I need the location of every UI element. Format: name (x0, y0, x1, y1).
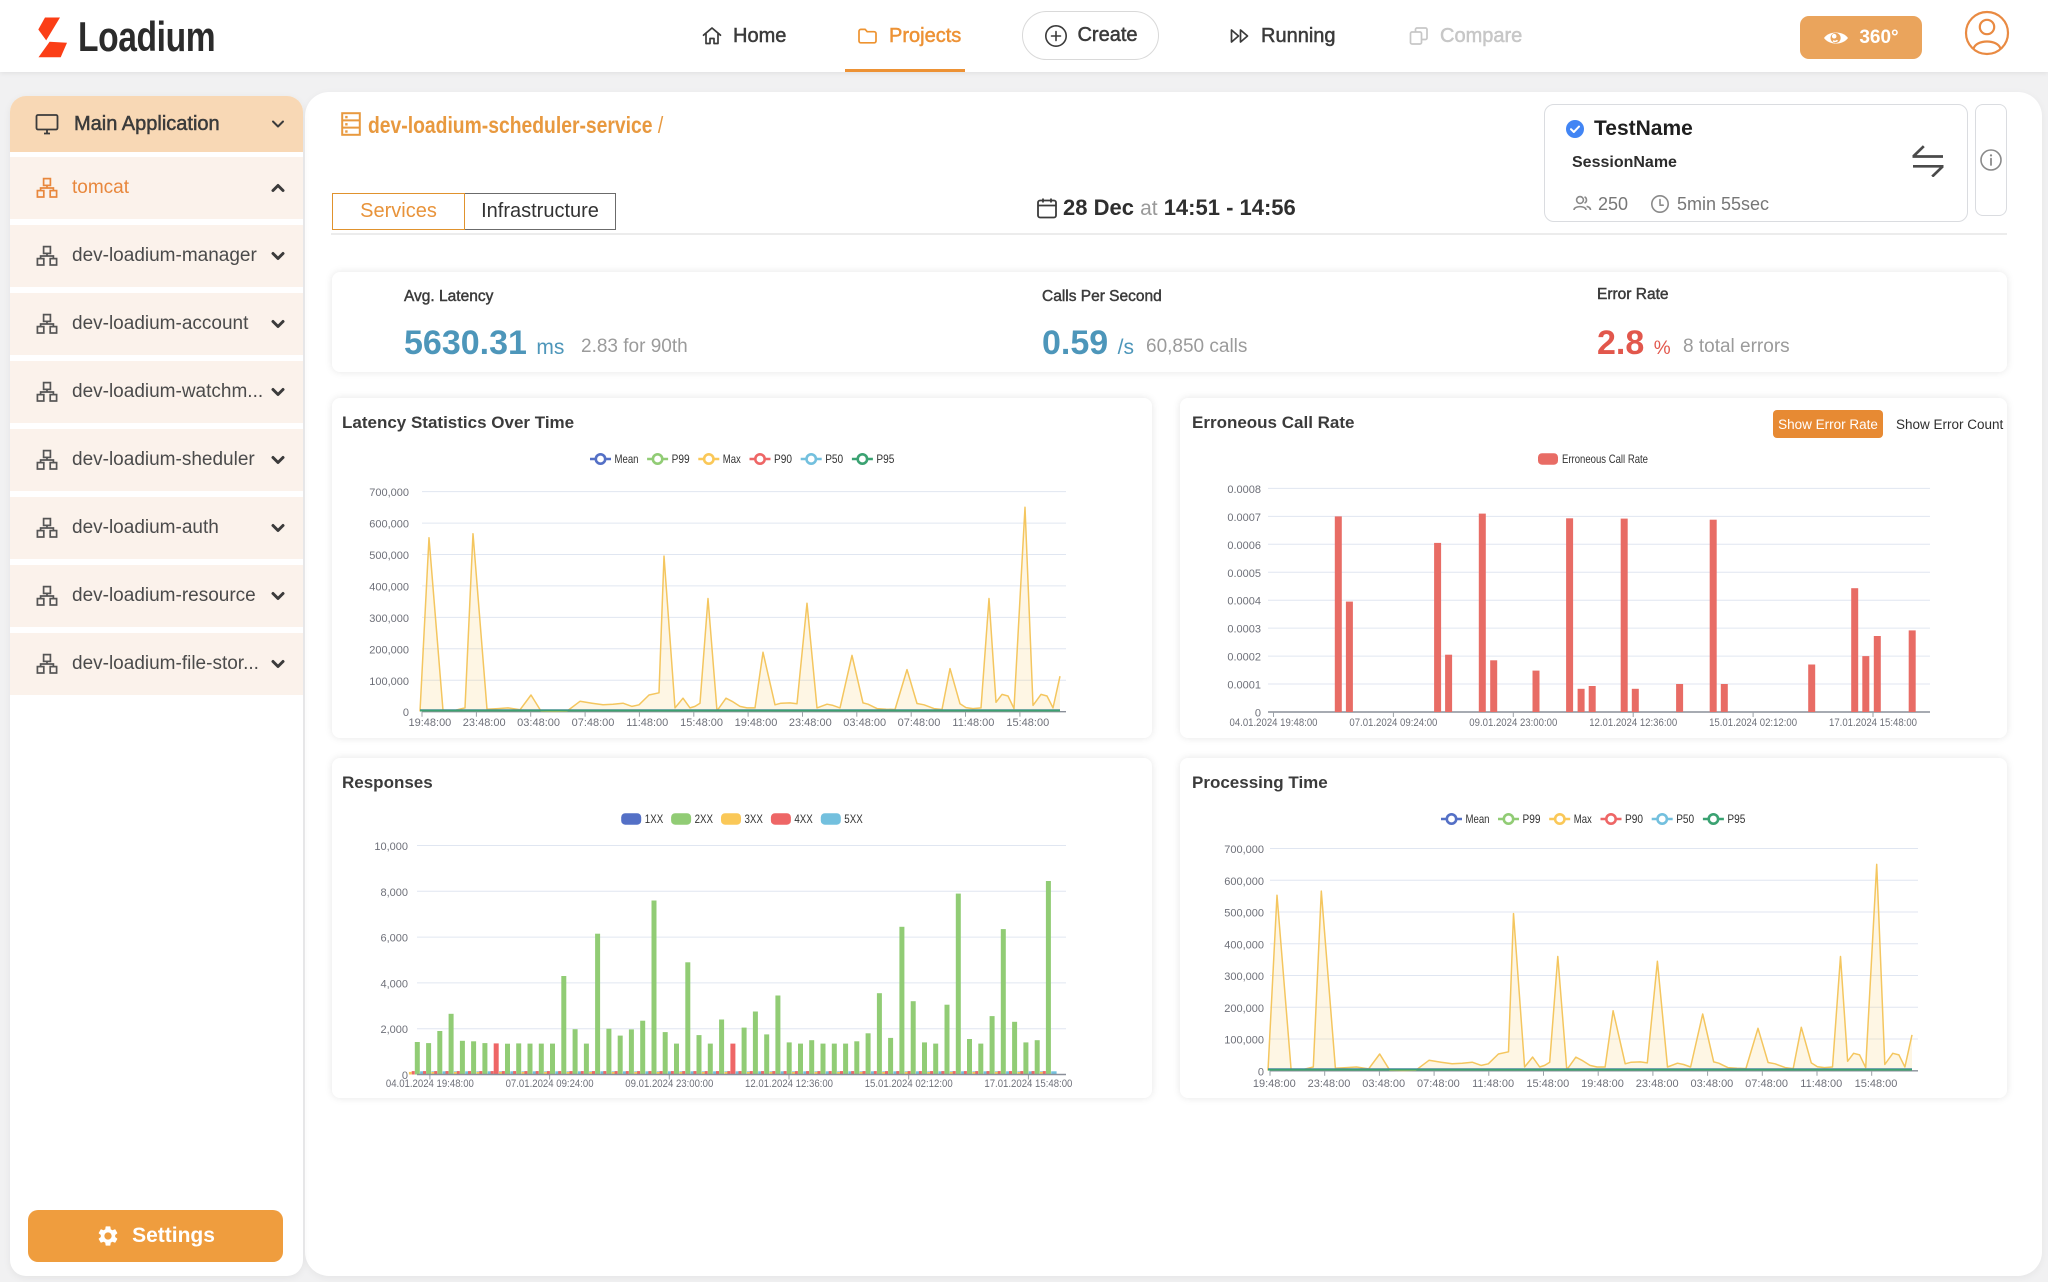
svg-text:0.0001: 0.0001 (1227, 680, 1261, 692)
svg-text:04.01.2024 19:48:00: 04.01.2024 19:48:00 (386, 1078, 474, 1090)
svg-text:23:48:00: 23:48:00 (1636, 1078, 1679, 1090)
svg-text:Mean: Mean (615, 452, 639, 466)
svg-text:700,000: 700,000 (1224, 844, 1264, 856)
svg-text:200,000: 200,000 (369, 644, 409, 656)
svg-text:09.01.2024 23:00:00: 09.01.2024 23:00:00 (1469, 717, 1557, 729)
svg-text:P50: P50 (1676, 812, 1694, 826)
svg-text:15:48:00: 15:48:00 (1855, 1078, 1898, 1090)
svg-text:300,000: 300,000 (1224, 971, 1264, 983)
svg-text:11:48:00: 11:48:00 (1800, 1078, 1842, 1090)
svg-text:P99: P99 (672, 452, 690, 466)
svg-text:23:48:00: 23:48:00 (789, 717, 832, 729)
svg-text:17.01.2024 15:48:00: 17.01.2024 15:48:00 (1829, 717, 1917, 729)
svg-text:0.0005: 0.0005 (1227, 568, 1261, 580)
svg-text:10,000: 10,000 (374, 841, 408, 853)
svg-text:11:48:00: 11:48:00 (626, 717, 668, 729)
svg-text:2XX: 2XX (695, 812, 713, 826)
svg-text:15:48:00: 15:48:00 (1526, 1078, 1569, 1090)
svg-text:P90: P90 (1625, 812, 1643, 826)
svg-text:23:48:00: 23:48:00 (1308, 1078, 1351, 1090)
svg-text:0: 0 (403, 707, 409, 719)
svg-text:200,000: 200,000 (1224, 1003, 1264, 1015)
svg-text:15:48:00: 15:48:00 (1006, 717, 1049, 729)
svg-text:400,000: 400,000 (1224, 939, 1264, 951)
svg-text:0.0002: 0.0002 (1227, 652, 1261, 664)
svg-text:03:48:00: 03:48:00 (517, 717, 560, 729)
svg-text:12.01.2024 12:36:00: 12.01.2024 12:36:00 (1589, 717, 1677, 729)
svg-text:3XX: 3XX (745, 812, 763, 826)
svg-text:11:48:00: 11:48:00 (952, 717, 994, 729)
svg-text:400,000: 400,000 (369, 581, 409, 593)
svg-text:600,000: 600,000 (369, 519, 409, 531)
svg-text:8,000: 8,000 (380, 887, 408, 899)
svg-text:4,000: 4,000 (380, 978, 408, 990)
svg-text:6,000: 6,000 (380, 933, 408, 945)
svg-text:03:48:00: 03:48:00 (1362, 1078, 1405, 1090)
svg-text:19:48:00: 19:48:00 (735, 717, 778, 729)
svg-text:P90: P90 (774, 452, 792, 466)
svg-text:300,000: 300,000 (369, 613, 409, 625)
svg-text:07.01.2024 09:24:00: 07.01.2024 09:24:00 (1349, 717, 1437, 729)
svg-text:1XX: 1XX (645, 812, 663, 826)
svg-text:0: 0 (1258, 1066, 1264, 1078)
svg-text:4XX: 4XX (794, 812, 812, 826)
svg-text:P95: P95 (876, 452, 894, 466)
svg-text:Max: Max (723, 452, 741, 466)
svg-text:19:48:00: 19:48:00 (1253, 1078, 1296, 1090)
svg-text:19:48:00: 19:48:00 (408, 717, 451, 729)
svg-text:07:48:00: 07:48:00 (572, 717, 615, 729)
svg-text:Mean: Mean (1466, 812, 1490, 826)
svg-text:0: 0 (1255, 708, 1261, 720)
svg-text:23:48:00: 23:48:00 (463, 717, 506, 729)
svg-text:0.0004: 0.0004 (1227, 596, 1261, 608)
svg-text:15:48:00: 15:48:00 (680, 717, 723, 729)
svg-text:04.01.2024 19:48:00: 04.01.2024 19:48:00 (1230, 717, 1318, 729)
svg-text:P50: P50 (825, 452, 843, 466)
svg-text:07:48:00: 07:48:00 (1745, 1078, 1788, 1090)
svg-text:17.01.2024 15:48:00: 17.01.2024 15:48:00 (984, 1078, 1072, 1090)
svg-text:P95: P95 (1727, 812, 1745, 826)
svg-text:12.01.2024 12:36:00: 12.01.2024 12:36:00 (745, 1078, 833, 1090)
svg-text:15.01.2024 02:12:00: 15.01.2024 02:12:00 (1709, 717, 1797, 729)
svg-text:2,000: 2,000 (380, 1024, 408, 1036)
svg-text:0.0007: 0.0007 (1227, 512, 1261, 524)
svg-text:0: 0 (402, 1070, 408, 1082)
svg-text:0.0003: 0.0003 (1227, 624, 1261, 636)
svg-text:07:48:00: 07:48:00 (1417, 1078, 1460, 1090)
svg-text:19:48:00: 19:48:00 (1581, 1078, 1624, 1090)
svg-text:500,000: 500,000 (1224, 908, 1264, 920)
svg-text:15.01.2024 02:12:00: 15.01.2024 02:12:00 (865, 1078, 953, 1090)
svg-text:0.0006: 0.0006 (1227, 540, 1261, 552)
svg-text:09.01.2024 23:00:00: 09.01.2024 23:00:00 (625, 1078, 713, 1090)
svg-text:700,000: 700,000 (369, 487, 409, 499)
svg-text:500,000: 500,000 (369, 550, 409, 562)
svg-text:0.0008: 0.0008 (1227, 484, 1261, 496)
svg-text:07:48:00: 07:48:00 (898, 717, 941, 729)
svg-text:Erroneous Call Rate: Erroneous Call Rate (1562, 452, 1648, 466)
svg-text:03:48:00: 03:48:00 (843, 717, 886, 729)
svg-text:07.01.2024 09:24:00: 07.01.2024 09:24:00 (506, 1078, 594, 1090)
svg-text:11:48:00: 11:48:00 (1472, 1078, 1514, 1090)
svg-text:100,000: 100,000 (1224, 1035, 1264, 1047)
svg-text:100,000: 100,000 (369, 676, 409, 688)
svg-text:03:48:00: 03:48:00 (1690, 1078, 1733, 1090)
svg-text:P99: P99 (1523, 812, 1541, 826)
svg-text:Max: Max (1574, 812, 1592, 826)
svg-text:600,000: 600,000 (1224, 876, 1264, 888)
svg-text:5XX: 5XX (844, 812, 862, 826)
